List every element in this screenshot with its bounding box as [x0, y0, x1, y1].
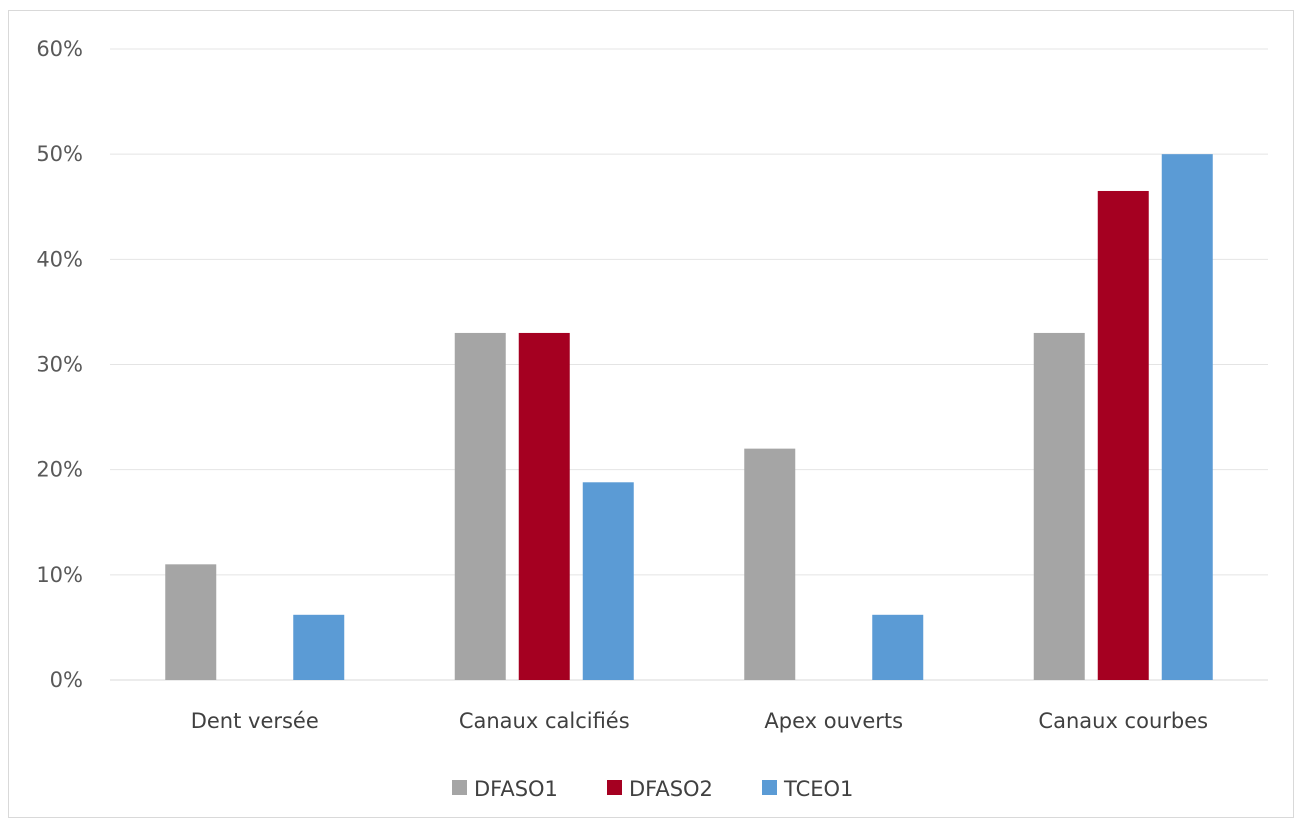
bars — [165, 154, 1213, 680]
legend-label-tceo1: TCEO1 — [783, 777, 853, 801]
bar-dfaso1-3 — [744, 448, 796, 680]
legend-label-dfaso2: DFASO2 — [629, 777, 713, 801]
y-tick-label: 40% — [36, 247, 83, 271]
x-axis-categories: Dent versée Canaux calcifiés Apex ouverts C… — [191, 709, 1208, 733]
bar-dfaso1-2 — [454, 332, 506, 680]
legend-swatch-tceo1 — [762, 780, 777, 795]
bar-tceo1-4 — [1161, 154, 1213, 680]
x-category-label: Canaux courbes — [1038, 709, 1208, 733]
y-tick-label: 20% — [36, 458, 83, 482]
y-tick-label: 50% — [36, 142, 83, 166]
y-tick-label: 30% — [36, 353, 83, 377]
y-tick-label: 0% — [50, 668, 83, 692]
legend-swatch-dfaso1 — [452, 780, 467, 795]
legend-swatch-dfaso2 — [607, 780, 622, 795]
bar-dfaso1-4 — [1033, 332, 1085, 680]
bar-tceo1-2 — [582, 482, 634, 680]
x-category-label: Dent versée — [191, 709, 319, 733]
x-category-label: Apex ouverts — [764, 709, 903, 733]
legend: DFASO1 DFASO2 TCEO1 — [452, 777, 853, 801]
legend-label-dfaso1: DFASO1 — [474, 777, 558, 801]
gridlines — [110, 48, 1268, 681]
y-tick-label: 10% — [36, 563, 83, 587]
bar-dfaso1-1 — [165, 564, 217, 680]
bar-tceo1-1 — [293, 614, 345, 680]
y-axis-ticks: 0% 10% 20% 30% 40% 50% 60% — [36, 37, 83, 692]
bar-tceo1-3 — [872, 614, 924, 680]
bar-dfaso2-4 — [1097, 190, 1149, 680]
bar-dfaso2-2 — [518, 332, 570, 680]
x-category-label: Canaux calcifiés — [459, 709, 630, 733]
y-tick-label: 60% — [36, 37, 83, 61]
